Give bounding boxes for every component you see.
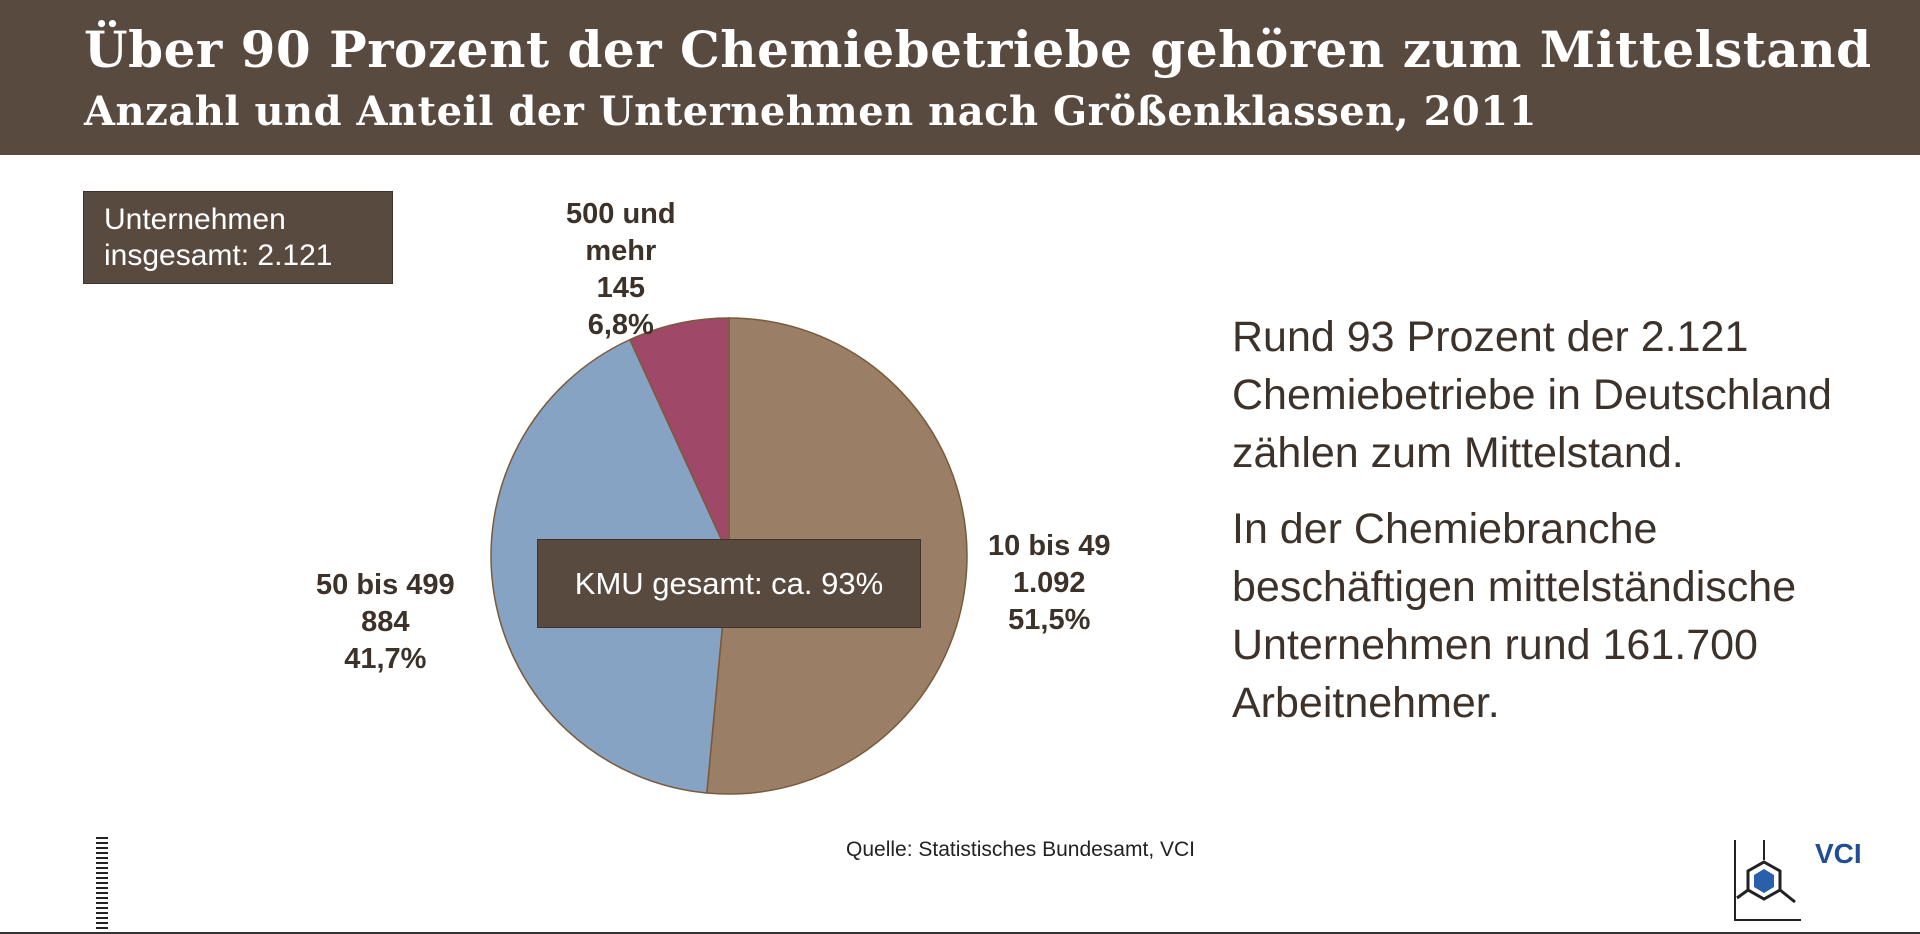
- info-line: beschäftigen mittelständische: [1232, 563, 1797, 611]
- info-text: Rund 93 Prozent der 2.121 Chemiebetriebe…: [1232, 308, 1912, 750]
- page-subtitle: Anzahl und Anteil der Unternehmen nach G…: [84, 88, 1537, 135]
- slice-label-10-bis-49: 10 bis 49 1.092 51,5%: [988, 528, 1111, 639]
- info-line: Rund 93 Prozent der 2.121: [1232, 313, 1749, 361]
- slice-label-category: 10 bis 49: [988, 530, 1111, 562]
- info-line: Arbeitnehmer.: [1232, 679, 1500, 727]
- source-note: Quelle: Statistisches Bundesamt, VCI: [846, 838, 1195, 861]
- slice-label-500-und-mehr: 500 und mehr 145 6,8%: [566, 196, 676, 344]
- total-box-line-1: Unternehmen: [104, 203, 286, 236]
- slice-label-category-2: mehr: [585, 235, 657, 267]
- slice-label-percent: 41,7%: [344, 643, 427, 675]
- info-paragraph-2: In der Chemiebranche beschäftigen mittel…: [1232, 500, 1912, 732]
- pie-slice-2: [628, 317, 730, 557]
- info-line: In der Chemiebranche: [1232, 505, 1658, 553]
- slice-label-category: 50 bis 499: [316, 569, 455, 601]
- info-line: Chemiebetriebe in Deutschland: [1232, 371, 1832, 419]
- total-box-line-2: insgesamt: 2.121: [104, 239, 333, 272]
- vci-logo-text: VCI: [1815, 838, 1862, 869]
- page-title: Über 90 Prozent der Chemiebetriebe gehör…: [84, 20, 1872, 79]
- info-paragraph-1: Rund 93 Prozent der 2.121 Chemiebetriebe…: [1232, 308, 1912, 482]
- total-companies-box: Unternehmen insgesamt: 2.121: [83, 191, 393, 284]
- barcode-marks: [96, 837, 108, 929]
- vci-logo-icon: [1734, 840, 1801, 921]
- slice-label-percent: 51,5%: [1008, 604, 1091, 636]
- header-banner: Über 90 Prozent der Chemiebetriebe gehör…: [0, 0, 1920, 155]
- slice-label-50-bis-499: 50 bis 499 884 41,7%: [316, 567, 455, 678]
- slice-label-value: 884: [361, 606, 410, 638]
- slice-label-category: 500 und: [566, 198, 676, 230]
- slice-label-value: 1.092: [1012, 567, 1086, 599]
- info-line: zählen zum Mittelstand.: [1232, 429, 1684, 477]
- bottom-rule: [0, 932, 1920, 934]
- kmu-total-box: KMU gesamt: ca. 93%: [537, 539, 921, 628]
- info-line: Unternehmen rund 161.700: [1232, 621, 1758, 669]
- slice-label-percent: 6,8%: [587, 309, 654, 341]
- slice-label-value: 145: [596, 272, 645, 304]
